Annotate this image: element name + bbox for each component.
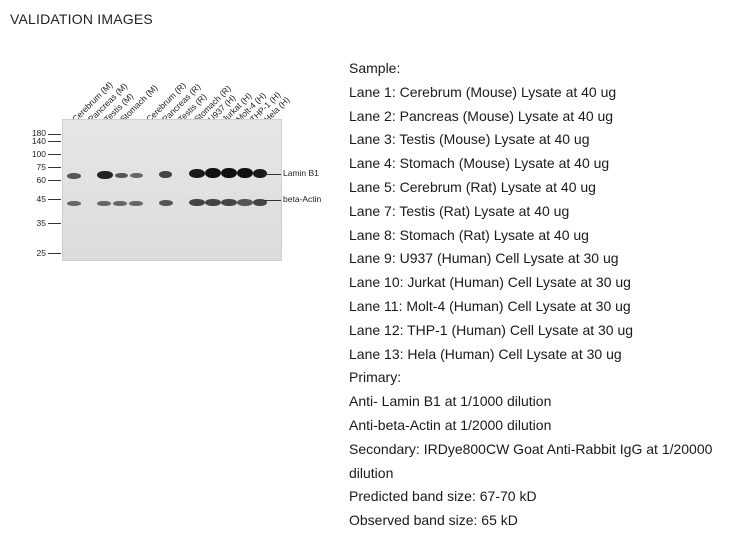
lamin-band	[205, 168, 221, 178]
lamin-band	[159, 171, 172, 178]
actin-band	[67, 201, 81, 206]
mw-marker: 100	[31, 149, 46, 159]
lamin-band	[189, 169, 205, 178]
info-line: Lane 1: Cerebrum (Mouse) Lysate at 40 ug	[349, 83, 617, 100]
mw-tick	[48, 223, 61, 224]
mw-marker: 35	[36, 218, 46, 228]
actin-band	[205, 199, 221, 206]
info-line: Secondary: IRDye800CW Goat Anti-Rabbit I…	[349, 440, 713, 481]
sample-info: Sample: Lane 1: Cerebrum (Mouse) Lysate …	[349, 57, 739, 533]
actin-band	[113, 201, 127, 206]
blot-membrane	[62, 119, 282, 261]
lamin-band	[67, 173, 81, 179]
info-line: Sample:	[349, 60, 401, 76]
info-line: Lane 13: Hela (Human) Cell Lysate at 30 …	[349, 345, 622, 362]
actin-band	[237, 199, 253, 206]
mw-marker: 75	[36, 162, 46, 172]
info-line: Anti-beta-Actin at 1/2000 dilution	[349, 416, 552, 433]
info-line: Lane 11: Molt-4 (Human) Cell Lysate at 3…	[349, 297, 631, 314]
band-tick	[263, 200, 281, 201]
section-title: VALIDATION IMAGES	[10, 11, 153, 27]
info-line: Anti- Lamin B1 at 1/1000 dilution	[349, 393, 552, 410]
mw-tick	[48, 180, 61, 181]
actin-band	[159, 200, 173, 206]
mw-tick	[48, 253, 61, 254]
mw-tick	[48, 141, 61, 142]
mw-marker: 60	[36, 175, 46, 185]
band-label-beta-actin: beta-Actin	[283, 194, 322, 204]
info-line: Lane 9: U937 (Human) Cell Lysate at 30 u…	[349, 250, 619, 267]
info-line: Lane 5: Cerebrum (Rat) Lysate at 40 ug	[349, 178, 596, 195]
actin-band	[97, 201, 111, 206]
actin-band	[189, 199, 205, 206]
mw-tick	[48, 199, 61, 200]
info-line: Lane 12: THP-1 (Human) Cell Lysate at 30…	[349, 321, 634, 338]
info-line: Lane 8: Stomach (Rat) Lysate at 40 ug	[349, 226, 589, 243]
info-line: Observed band size: 65 kD	[349, 512, 518, 529]
info-line: Lane 3: Testis (Mouse) Lysate at 40 ug	[349, 131, 590, 148]
mw-tick	[48, 154, 61, 155]
lamin-band	[97, 171, 113, 179]
actin-band	[253, 199, 267, 206]
lamin-band	[130, 173, 143, 178]
band-tick	[263, 174, 281, 175]
band-label-lamin-b1: Lamin B1	[283, 168, 319, 178]
lamin-band	[221, 168, 237, 178]
mw-tick	[48, 134, 61, 135]
mw-marker: 180	[31, 128, 46, 138]
info-line: Primary:	[349, 369, 402, 386]
info-line: Lane 4: Stomach (Mouse) Lysate at 40 ug	[349, 155, 610, 172]
lamin-band	[253, 169, 267, 178]
actin-band	[129, 201, 143, 206]
info-line: Lane 7: Testis (Rat) Lysate at 40 ug	[349, 202, 570, 219]
mw-tick	[48, 167, 61, 168]
info-line: Lane 10: Jurkat (Human) Cell Lysate at 3…	[349, 274, 631, 291]
western-blot-figure: Cerebrum (M) Pancreas (M) Testis (M) Sto…	[20, 55, 340, 275]
info-line: Lane 2: Pancreas (Mouse) Lysate at 40 ug	[349, 107, 614, 124]
mw-marker: 25	[36, 248, 46, 258]
lamin-band	[115, 173, 128, 178]
lamin-band	[237, 168, 253, 178]
info-line: Predicted band size: 67-70 kD	[349, 488, 537, 505]
mw-marker: 140	[31, 136, 46, 146]
actin-band	[221, 199, 237, 206]
mw-marker: 45	[36, 194, 46, 204]
